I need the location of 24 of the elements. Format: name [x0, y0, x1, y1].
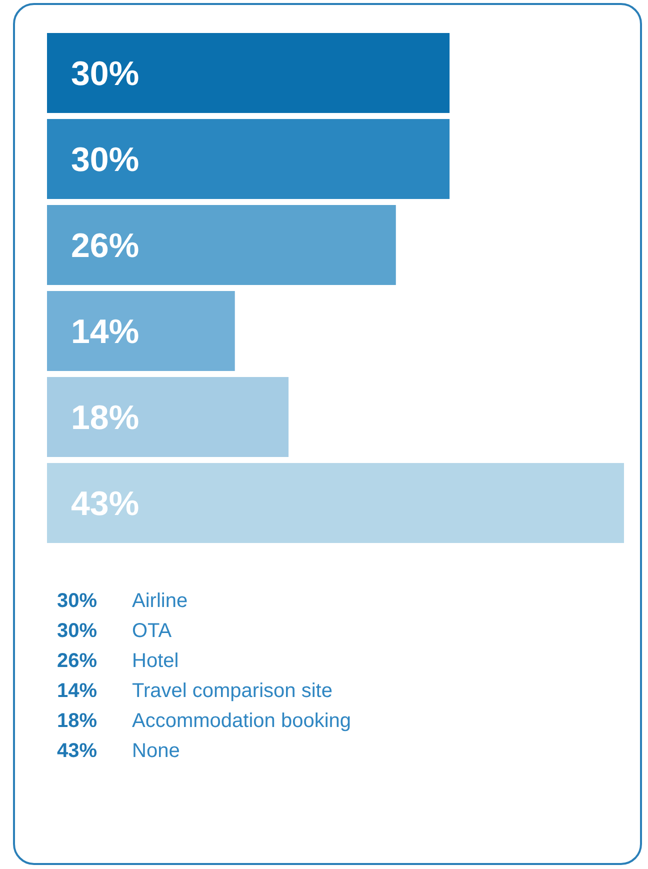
text: Accommodation booking — [132, 710, 352, 732]
text: Travel comparison site — [132, 680, 332, 702]
bar — [47, 205, 396, 285]
data-label: 30% — [71, 54, 140, 93]
data-label: 30% — [71, 140, 140, 179]
data-label: 18% — [71, 398, 140, 437]
bar — [47, 463, 624, 543]
text: 18% — [56, 710, 97, 732]
bar — [47, 377, 289, 457]
text: 30% — [56, 620, 97, 642]
data-label: 14% — [71, 312, 140, 351]
text: Airline — [132, 590, 188, 612]
text: 26% — [56, 650, 97, 672]
data-label: 26% — [71, 226, 140, 265]
text: None — [132, 740, 180, 762]
bar — [47, 119, 450, 199]
bar — [47, 291, 235, 371]
text: 43% — [56, 740, 97, 762]
data-label: 43% — [71, 484, 140, 523]
text: OTA — [132, 620, 172, 642]
bar — [47, 33, 450, 113]
text: Hotel — [132, 650, 179, 672]
text: 30% — [56, 590, 97, 612]
text: 14% — [56, 680, 97, 702]
